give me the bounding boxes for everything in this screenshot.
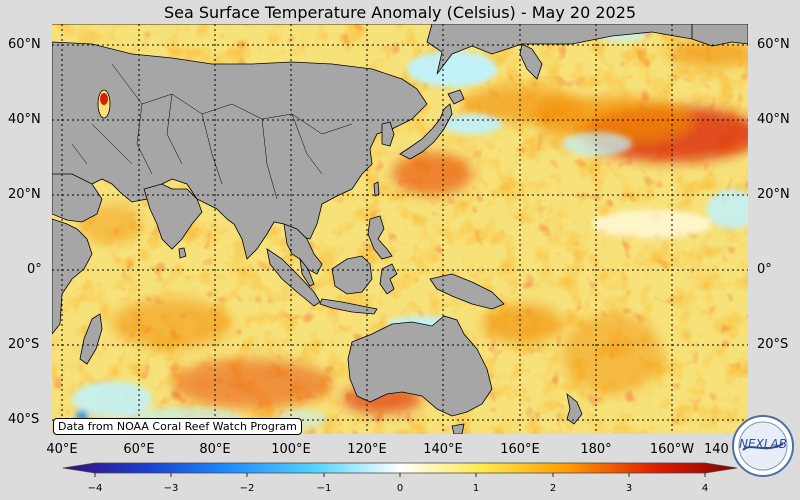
new-zealand — [566, 393, 583, 425]
korea — [381, 121, 395, 147]
lon-label-180: 180° — [580, 442, 612, 457]
country-borders — [71, 63, 353, 200]
graticule — [52, 24, 748, 434]
taiwan — [373, 181, 380, 197]
alaska — [691, 24, 748, 47]
map-title: Sea Surface Temperature Anomaly (Celsius… — [163, 3, 637, 22]
colorbar-tick-label: −4 — [87, 483, 103, 494]
data-credit: Data from NOAA Coral Reef Watch Program — [53, 418, 302, 435]
philippines — [367, 215, 393, 260]
map-canvas — [52, 24, 748, 434]
java — [319, 298, 378, 315]
lon-label-140w: 140 — [704, 442, 729, 457]
malay-peninsula — [299, 257, 315, 287]
lat-label-right-40n: 40°N — [757, 112, 790, 127]
indochina — [283, 223, 323, 275]
lon-label-160w: 160°W — [649, 442, 695, 457]
lon-label-60e: 60°E — [123, 442, 155, 457]
lat-label-right-20s: 20°S — [757, 337, 789, 352]
madagascar — [79, 313, 103, 365]
arabian-peninsula — [52, 173, 103, 223]
lat-label-left-60n: 60°N — [8, 37, 41, 52]
sst-anomaly-map — [52, 24, 748, 434]
colorbar-ticks — [94, 473, 706, 477]
colorbar-tick-label: −3 — [163, 483, 179, 494]
lon-label-140e: 140°E — [423, 442, 463, 457]
nexlab-logo: NEXLAB — [732, 415, 794, 477]
colorbar-tick-label: 1 — [472, 483, 480, 494]
lon-label-120e: 120°E — [347, 442, 387, 457]
colorbar-tick-label: 0 — [396, 483, 404, 494]
colorbar-gradient — [62, 462, 738, 474]
japan — [399, 103, 453, 160]
colorbar-tick-label: 4 — [701, 483, 709, 494]
lon-label-80e: 80°E — [199, 442, 231, 457]
lat-label-left-40s: 40°S — [8, 412, 40, 427]
lon-label-40e: 40°E — [46, 442, 78, 457]
sulawesi — [379, 263, 398, 295]
lon-label-100e: 100°E — [271, 442, 311, 457]
lat-label-right-20n: 20°N — [757, 187, 790, 202]
australia — [347, 315, 493, 417]
colorbar-tick-label: 2 — [549, 483, 557, 494]
lat-label-left-20s: 20°S — [8, 337, 40, 352]
lon-label-160e: 160°E — [500, 442, 540, 457]
logo-text: NEXLAB — [739, 437, 787, 451]
sri-lanka — [178, 247, 187, 259]
colorbar-tick-label: 3 — [625, 483, 633, 494]
caspian-hot-spot — [100, 93, 108, 105]
sumatra — [266, 248, 321, 307]
colorbar-tick-label: −2 — [239, 483, 255, 494]
lat-label-left-20n: 20°N — [8, 187, 41, 202]
lat-label-right-0: 0° — [757, 262, 772, 277]
africa-landmass — [52, 218, 93, 335]
colorbar-tick-label: −1 — [316, 483, 332, 494]
lat-label-left-40n: 40°N — [8, 112, 41, 127]
borneo — [331, 255, 373, 295]
hokkaido — [447, 89, 465, 105]
new-guinea — [429, 273, 505, 310]
lat-label-right-60n: 60°N — [757, 37, 790, 52]
india — [143, 183, 203, 250]
tasmania — [451, 423, 465, 434]
lat-label-left-0: 0° — [27, 262, 42, 277]
